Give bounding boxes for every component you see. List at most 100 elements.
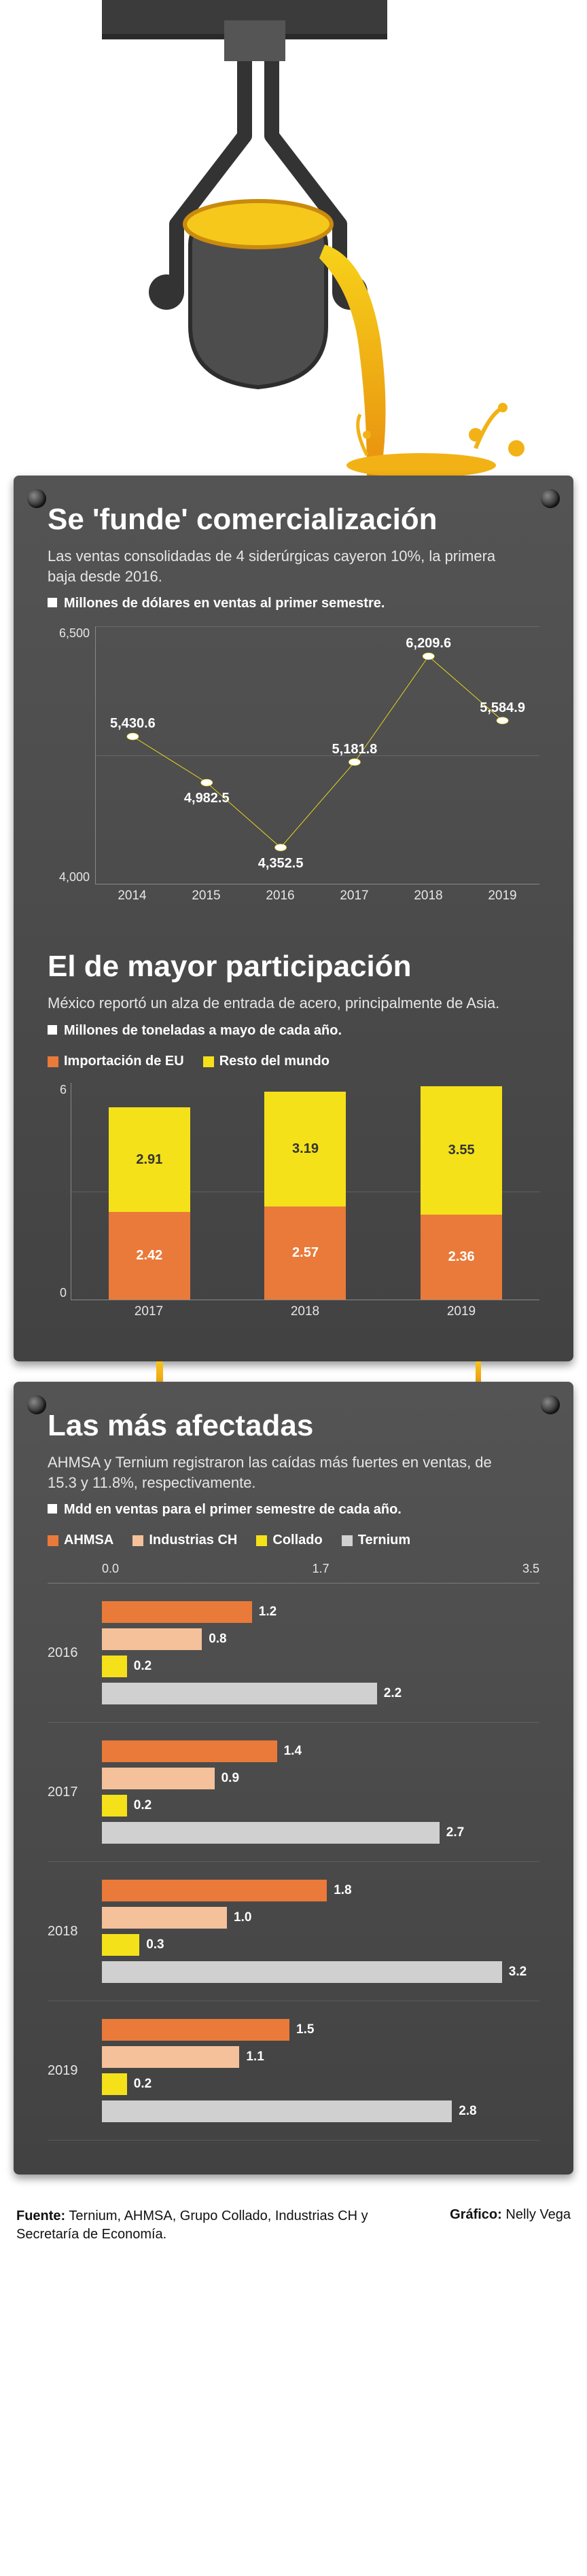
bar-segment-eu: 2.42	[109, 1212, 190, 1300]
legend-item: Collado	[256, 1533, 322, 1548]
hbar-fill	[102, 2073, 127, 2095]
hbar-year-group: 2018 1.8 1.0 0.3 3.2	[48, 1862, 539, 2001]
bar-segment-rest: 2.91	[109, 1107, 190, 1213]
data-label: 1.1	[246, 2050, 264, 2064]
hbar-fill	[102, 1961, 502, 1983]
legend-label: Ternium	[358, 1533, 410, 1548]
data-label: 2.2	[384, 1686, 402, 1701]
hbar-fill	[102, 2100, 452, 2122]
ytick: 6,500	[48, 626, 90, 641]
data-label: 2.91	[136, 1152, 162, 1168]
stacked-xaxis: 201720182019	[71, 1304, 539, 1327]
xtick: 2019	[447, 1304, 476, 1327]
data-label: 1.4	[284, 1744, 302, 1759]
hbar-year-group: 20191.51.10.22.8	[48, 2001, 539, 2141]
stacked-bar: 2.36 3.55	[421, 1083, 502, 1300]
hbar: 0.2	[102, 2073, 539, 2095]
section2-subtitle: México reportó un alza de entrada de ace…	[48, 993, 510, 1014]
hbar: 2.8	[102, 2100, 539, 2122]
section1-title: Se 'funde' comercialización	[48, 503, 539, 537]
hbar: 0.2	[102, 1795, 539, 1817]
panel-mas-afectadas: Las más afectadas AHMSA y Ternium regist…	[14, 1382, 573, 2175]
panel-comercializacion: Se 'funde' comercialización Las ventas c…	[14, 476, 573, 1361]
xtick: 0.0	[102, 1562, 119, 1576]
hbar: 0.8	[102, 1628, 539, 1650]
section1-subtitle: Las ventas consolidadas de 4 siderúrgica…	[48, 546, 510, 586]
data-label: 4,352.5	[258, 856, 304, 872]
legend-swatch-icon	[342, 1535, 353, 1546]
data-label: 1.8	[334, 1883, 351, 1898]
legend-item: Resto del mundo	[203, 1054, 330, 1069]
legend-item: Ternium	[342, 1533, 410, 1548]
data-label: 3.55	[448, 1143, 475, 1158]
hbar-chart-companies: 0.01.73.5 20161.20.80.22.220171.40.90.22…	[48, 1562, 539, 2141]
data-label: 2.7	[446, 1825, 464, 1840]
data-label: 0.9	[221, 1771, 239, 1786]
xtick: 2017	[135, 1304, 163, 1327]
section3-subtitle: AHMSA y Ternium registraron las caídas m…	[48, 1452, 510, 1492]
stacked-bar: 2.42 2.91	[109, 1083, 190, 1300]
hbar: 0.9	[102, 1768, 539, 1789]
legend-label: Industrias CH	[149, 1533, 237, 1548]
xtick: 2014	[95, 889, 169, 912]
xtick: 2019	[465, 889, 539, 912]
hbar: 2.2	[102, 1683, 539, 1704]
line-chart-ventas: 6,500 4,000 5,430.64,982.54,352.55,181.8…	[48, 626, 539, 912]
legend-swatch-icon	[203, 1056, 214, 1067]
hbar-fill	[102, 2046, 239, 2068]
section2-legend: Importación de EU Resto del mundo	[48, 1054, 539, 1069]
hbar: 2.7	[102, 1822, 539, 1844]
data-label: 0.2	[134, 1798, 152, 1813]
hbar: 0.3	[102, 1934, 539, 1956]
section3-measure: Mdd en ventas para el primer semestre de…	[48, 1502, 539, 1518]
hbar-fill	[102, 1768, 215, 1789]
hbar-year-label: 2017	[48, 1740, 102, 1844]
section3-title: Las más afectadas	[48, 1409, 539, 1443]
footer-credit: Gráfico: Nelly Vega	[450, 2207, 571, 2244]
hbar: 1.5	[102, 2019, 539, 2041]
legend-swatch-icon	[132, 1535, 143, 1546]
hbar-fill	[102, 1795, 127, 1817]
ytick: 4,000	[48, 870, 90, 884]
hbar-year-group: 2017 1.4 0.9 0.2 2.7	[48, 1723, 539, 1862]
data-label: 0.2	[134, 2077, 152, 2092]
legend-label: Resto del mundo	[219, 1054, 330, 1069]
legend-item: AHMSA	[48, 1533, 113, 1548]
data-label: 3.19	[292, 1141, 319, 1157]
bar-segment-eu: 2.36	[421, 1215, 502, 1300]
hbar-fill	[102, 1822, 440, 1844]
hbar-fill	[102, 1740, 277, 1762]
footer: Fuente: Ternium, AHMSA, Grupo Collado, I…	[0, 2195, 587, 2264]
section2-measure: Millones de toneladas a mayo de cada año…	[48, 1023, 539, 1039]
xtick: 2018	[391, 889, 465, 912]
xtick: 1.7	[312, 1562, 329, 1576]
data-label: 1.2	[259, 1605, 277, 1620]
xtick: 2016	[243, 889, 317, 912]
bar-segment-rest: 3.55	[421, 1086, 502, 1215]
data-label: 2.8	[459, 2104, 476, 2119]
hbar-fill	[102, 1601, 252, 1623]
hbar-year-label: 2016	[48, 1601, 102, 1704]
hbar-fill	[102, 1656, 127, 1677]
data-label: 4,982.5	[184, 791, 230, 806]
legend-label: Importación de EU	[64, 1054, 184, 1069]
data-label: 5,584.9	[480, 700, 525, 716]
stacked-bar-chart-imports: 6 0 2.422.912.573.192.363.55 20172018201…	[48, 1083, 539, 1327]
legend-swatch-icon	[256, 1535, 267, 1546]
hbar: 1.1	[102, 2046, 539, 2068]
data-label: 1.0	[234, 1910, 251, 1925]
section3-legend: AHMSA Industrias CH Collado Ternium	[48, 1533, 539, 1548]
hbar: 1.4	[102, 1740, 539, 1762]
hbar-year-label: 2018	[48, 1880, 102, 1983]
data-label: 2.57	[292, 1245, 319, 1261]
data-label: 5,181.8	[332, 742, 378, 757]
hbar-fill	[102, 2019, 289, 2041]
legend-label: Collado	[272, 1533, 322, 1548]
data-label: 0.8	[209, 1632, 226, 1647]
hbar: 1.0	[102, 1907, 539, 1929]
hbar: 3.2	[102, 1961, 539, 1983]
data-label: 2.42	[136, 1248, 162, 1264]
ytick: 0	[48, 1286, 67, 1300]
data-label: 2.36	[448, 1249, 475, 1265]
xtick: 2017	[317, 889, 391, 912]
